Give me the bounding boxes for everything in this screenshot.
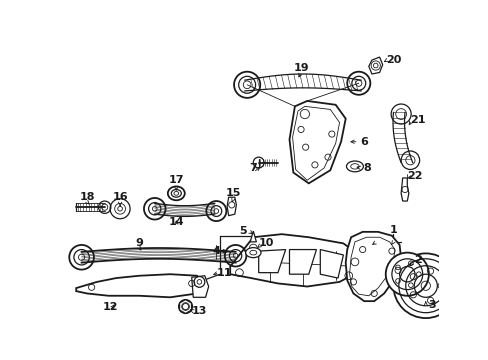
Polygon shape (368, 57, 382, 74)
Text: 9: 9 (135, 238, 143, 248)
Polygon shape (345, 232, 400, 301)
Text: 8: 8 (363, 163, 370, 173)
Text: 6: 6 (360, 137, 367, 147)
Text: 20: 20 (385, 55, 400, 65)
Text: 13: 13 (191, 306, 207, 316)
Circle shape (178, 300, 192, 314)
Polygon shape (289, 249, 316, 274)
Text: 19: 19 (293, 63, 308, 73)
Text: 15: 15 (225, 188, 241, 198)
Polygon shape (230, 234, 362, 287)
Text: 10: 10 (258, 238, 274, 248)
Text: 7: 7 (249, 163, 257, 173)
Text: 2: 2 (413, 255, 421, 265)
Circle shape (385, 253, 428, 296)
Text: 3: 3 (427, 300, 435, 310)
Polygon shape (400, 178, 408, 201)
Polygon shape (289, 101, 345, 183)
Text: 18: 18 (79, 192, 95, 202)
Text: 4: 4 (212, 246, 220, 256)
Polygon shape (76, 274, 204, 297)
Text: 12: 12 (102, 302, 118, 311)
Polygon shape (191, 276, 208, 297)
Text: 5: 5 (239, 226, 246, 236)
Polygon shape (250, 231, 256, 242)
Text: 17: 17 (168, 175, 183, 185)
Ellipse shape (245, 248, 261, 258)
Polygon shape (320, 249, 343, 278)
Polygon shape (258, 249, 285, 273)
Polygon shape (179, 300, 191, 314)
Text: 16: 16 (112, 192, 128, 202)
Polygon shape (226, 197, 236, 216)
Text: 1: 1 (389, 225, 397, 235)
Text: 22: 22 (407, 171, 422, 181)
Circle shape (393, 253, 457, 318)
Text: 21: 21 (409, 115, 425, 125)
Text: 11: 11 (216, 267, 231, 278)
Text: 14: 14 (168, 217, 184, 227)
